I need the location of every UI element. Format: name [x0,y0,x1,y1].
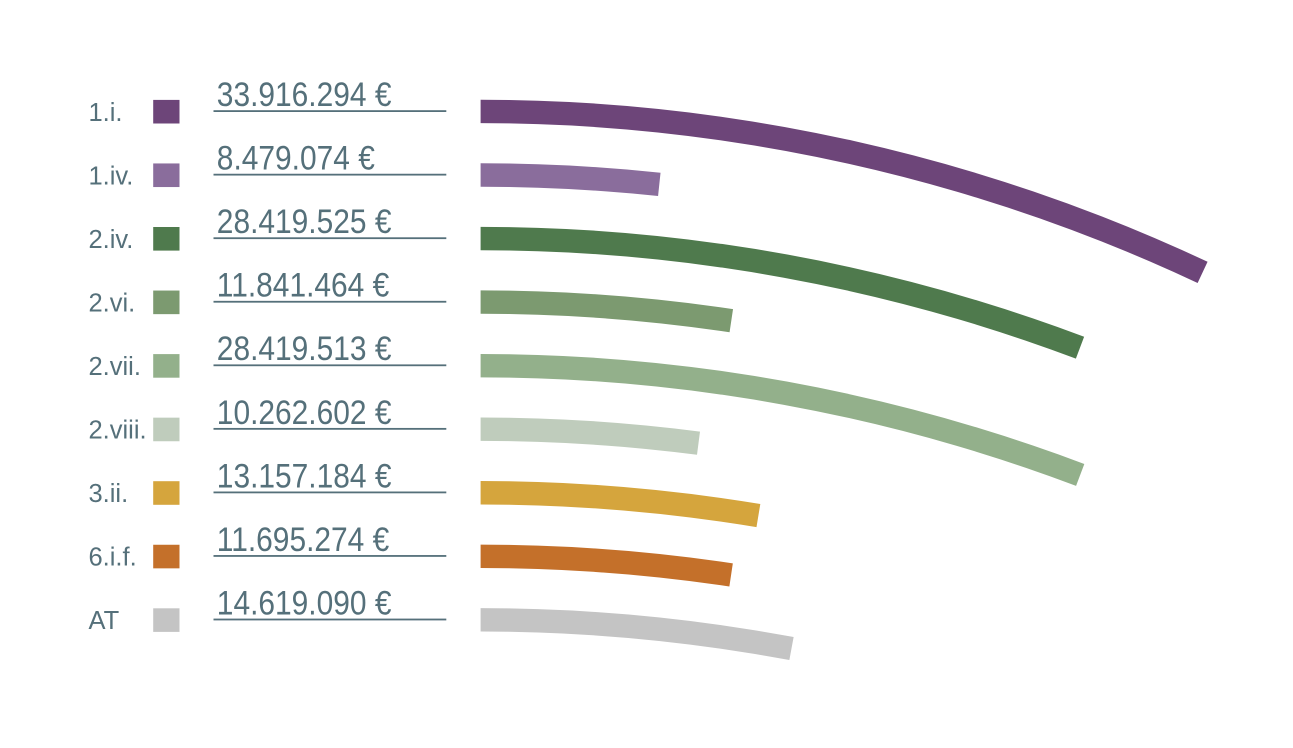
svg-text:28.419.525 €: 28.419.525 € [217,202,392,240]
svg-text:11.841.464 €: 11.841.464 € [217,266,390,304]
svg-text:3.ii.: 3.ii. [89,480,129,508]
svg-text:11.695.274 €: 11.695.274 € [217,520,390,558]
svg-text:AT: AT [89,607,120,635]
svg-text:1.iv.: 1.iv. [89,162,134,190]
svg-text:2.vi.: 2.vi. [89,289,136,317]
svg-text:2.iv.: 2.iv. [89,226,134,254]
svg-text:8.479.074 €: 8.479.074 € [217,139,375,177]
svg-text:14.619.090 €: 14.619.090 € [217,584,392,622]
svg-text:2.vii.: 2.vii. [89,353,141,381]
svg-text:10.262.602 €: 10.262.602 € [217,393,392,431]
svg-text:2.viii.: 2.viii. [89,417,147,445]
svg-text:6.i.f.: 6.i.f. [89,544,137,572]
svg-text:33.916.294 €: 33.916.294 € [217,75,392,113]
svg-text:1.i.: 1.i. [89,99,123,127]
svg-text:13.157.184 €: 13.157.184 € [217,456,392,494]
svg-text:28.419.513 €: 28.419.513 € [217,329,392,367]
